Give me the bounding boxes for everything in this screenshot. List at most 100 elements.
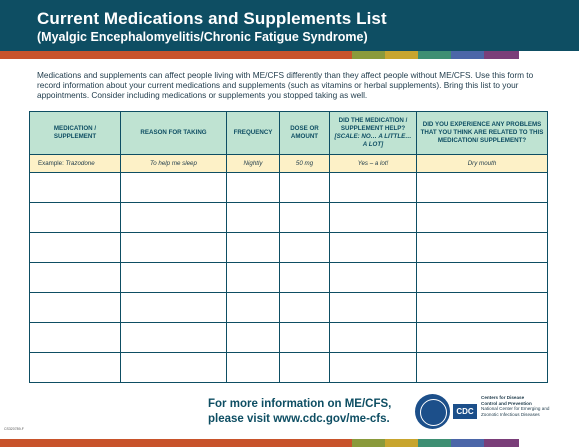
entry-cell-frequency[interactable] xyxy=(226,202,280,233)
entry-cell-dose[interactable] xyxy=(279,322,330,353)
table-row xyxy=(29,322,548,353)
intro-text: Medications and supplements can affect p… xyxy=(37,70,534,100)
example-dose: 50 mg xyxy=(279,154,330,173)
entry-cell-helped[interactable] xyxy=(329,352,417,383)
entry-cell-frequency[interactable] xyxy=(226,232,280,263)
example-medication-cell: Example: Trazodone xyxy=(29,154,121,173)
entry-cell-frequency[interactable] xyxy=(226,352,280,383)
entry-cell-medication[interactable] xyxy=(29,292,121,323)
col-header-frequency: FREQUENCY xyxy=(226,111,280,155)
entry-cell-reason[interactable] xyxy=(120,232,227,263)
color-bar-segment xyxy=(0,439,35,447)
entry-cell-reason[interactable] xyxy=(120,292,227,323)
example-frequency: Nightly xyxy=(226,154,280,173)
entry-cell-helped[interactable] xyxy=(329,322,417,353)
page-subtitle: (Myalgic Encephalomyelitis/Chronic Fatig… xyxy=(37,30,368,44)
entry-cell-dose[interactable] xyxy=(279,292,330,323)
entry-cell-dose[interactable] xyxy=(279,352,330,383)
medications-table: MEDICATION / SUPPLEMENT REASON FOR TAKIN… xyxy=(29,111,548,383)
entry-cell-helped[interactable] xyxy=(329,232,417,263)
color-bar-segment xyxy=(484,439,519,447)
table-header-row: MEDICATION / SUPPLEMENT REASON FOR TAKIN… xyxy=(29,111,548,155)
color-bar-segment xyxy=(245,439,280,447)
table-row xyxy=(29,202,548,233)
entry-cell-reason[interactable] xyxy=(120,172,227,203)
entry-cell-reason[interactable] xyxy=(120,202,227,233)
entry-cell-helped[interactable] xyxy=(329,202,417,233)
agency-line-3: National Center for Emerging and xyxy=(481,406,550,412)
entry-cell-medication[interactable] xyxy=(29,352,121,383)
col-header-problems: DID YOU EXPERIENCE ANY PROBLEMS THAT YOU… xyxy=(416,111,548,155)
color-bar-segment xyxy=(280,51,315,59)
color-bar-segment xyxy=(105,51,140,59)
agency-line-4: Zoonotic Infectious Diseases xyxy=(481,411,540,417)
color-bar-segment xyxy=(105,439,140,447)
entry-cell-dose[interactable] xyxy=(279,262,330,293)
col-header-dose: DOSE OR AMOUNT xyxy=(279,111,330,155)
entry-cell-problems[interactable] xyxy=(416,322,548,353)
entry-cell-dose[interactable] xyxy=(279,232,330,263)
table-row xyxy=(29,172,548,203)
col-header-helped: DID THE MEDICATION / SUPPLEMENT HELP? [S… xyxy=(329,111,417,155)
table-row xyxy=(29,292,548,323)
entry-cell-helped[interactable] xyxy=(329,262,417,293)
color-bar-segment xyxy=(70,51,105,59)
example-row: Example: Trazodone To help me sleep Nigh… xyxy=(29,154,548,173)
entry-cell-frequency[interactable] xyxy=(226,292,280,323)
example-helped: Yes – a lot! xyxy=(329,154,417,173)
entry-cell-medication[interactable] xyxy=(29,202,121,233)
example-label: Example: xyxy=(38,160,64,167)
color-bar-segment xyxy=(418,51,451,59)
hhs-seal-icon xyxy=(415,393,450,429)
entry-cell-reason[interactable] xyxy=(120,352,227,383)
example-problems: Dry mouth xyxy=(416,154,548,173)
color-bar-segment xyxy=(418,439,451,447)
col-header-medication: MEDICATION / SUPPLEMENT xyxy=(29,111,121,155)
color-bar-segment xyxy=(70,439,105,447)
color-bar-segment xyxy=(315,51,352,59)
entry-cell-medication[interactable] xyxy=(29,172,121,203)
footer-line-2[interactable]: please visit www.cdc.gov/me-cfs. xyxy=(208,413,390,425)
example-reason: To help me sleep xyxy=(120,154,227,173)
entry-cell-dose[interactable] xyxy=(279,202,330,233)
col-header-reason: REASON FOR TAKING xyxy=(120,111,227,155)
document-code: CS320789-F xyxy=(4,427,24,431)
entry-cell-medication[interactable] xyxy=(29,262,121,293)
color-bar-segment xyxy=(385,439,418,447)
page-header: Current Medications and Supplements List… xyxy=(0,0,579,51)
entry-cell-medication[interactable] xyxy=(29,232,121,263)
table-row xyxy=(29,352,548,383)
color-bar-segment xyxy=(0,51,35,59)
entry-cell-problems[interactable] xyxy=(416,232,548,263)
color-bar-segment xyxy=(210,439,245,447)
entry-cell-reason[interactable] xyxy=(120,322,227,353)
footer-line-1: For more information on ME/CFS, xyxy=(208,398,392,410)
entry-cell-dose[interactable] xyxy=(279,172,330,203)
color-bar-segment xyxy=(352,439,385,447)
entry-cell-problems[interactable] xyxy=(416,262,548,293)
entry-cell-frequency[interactable] xyxy=(226,262,280,293)
color-bar-segment xyxy=(210,51,245,59)
cdc-logo: CDC xyxy=(453,403,477,419)
entry-cell-medication[interactable] xyxy=(29,322,121,353)
entry-cell-problems[interactable] xyxy=(416,172,548,203)
top-color-bar xyxy=(0,51,579,59)
color-bar-segment xyxy=(175,439,210,447)
entry-cell-reason[interactable] xyxy=(120,262,227,293)
agency-line-1: Centers for Disease xyxy=(481,395,525,400)
entry-cell-helped[interactable] xyxy=(329,172,417,203)
agency-line-2: Control and Prevention xyxy=(481,400,532,406)
color-bar-segment xyxy=(35,51,70,59)
entry-cell-problems[interactable] xyxy=(416,352,548,383)
entry-cell-frequency[interactable] xyxy=(226,322,280,353)
entry-cell-problems[interactable] xyxy=(416,292,548,323)
entry-cell-problems[interactable] xyxy=(416,202,548,233)
color-bar-segment xyxy=(140,51,175,59)
color-bar-segment xyxy=(385,51,418,59)
color-bar-segment xyxy=(451,51,484,59)
entry-cell-helped[interactable] xyxy=(329,292,417,323)
color-bar-segment xyxy=(245,51,280,59)
entry-cell-frequency[interactable] xyxy=(226,172,280,203)
example-medication: Trazodone xyxy=(65,160,95,167)
color-bar-segment xyxy=(175,51,210,59)
